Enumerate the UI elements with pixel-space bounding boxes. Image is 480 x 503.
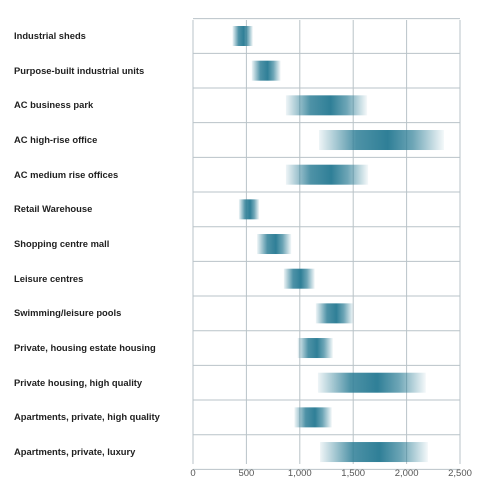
range-bar-7 — [257, 234, 292, 255]
x-tick-label: 2,000 — [395, 468, 419, 479]
x-tick-label: 1,500 — [341, 468, 365, 479]
range-bar-4 — [319, 130, 444, 151]
range-bar-10 — [297, 338, 333, 359]
x-tick-label: 2,500 — [448, 468, 472, 479]
range-bar-12 — [294, 407, 332, 428]
range-bar-1 — [232, 26, 253, 46]
category-label: AC high-rise office — [14, 134, 98, 145]
category-label: Private housing, high quality — [14, 376, 143, 388]
x-tick-label: 1,000 — [288, 468, 312, 479]
x-tick-label: 0 — [190, 468, 195, 479]
x-tick-label: 500 — [238, 468, 254, 479]
category-label: Retail Warehouse — [14, 203, 93, 215]
range-bar-3 — [285, 95, 368, 116]
range-bar-6 — [238, 199, 260, 220]
range-bar-13 — [320, 442, 428, 463]
category-label: Leisure centres — [14, 272, 84, 284]
category-label: AC business park — [14, 99, 94, 111]
category-label: Apartments, private, luxury — [14, 446, 136, 458]
category-label: Swimming/leisure pools — [14, 307, 122, 319]
range-bar-5 — [285, 164, 369, 185]
category-label: Shopping centre mall — [14, 238, 110, 250]
range-bar-8 — [283, 268, 315, 289]
category-label: AC medium rise offices — [14, 168, 119, 180]
range-bar-2 — [251, 60, 281, 81]
category-label: Private, housing estate housing — [14, 342, 156, 354]
category-label: Apartments, private, high quality — [14, 411, 160, 423]
range-bar-11 — [317, 372, 426, 393]
category-label: Purpose-built industrial units — [14, 64, 145, 76]
range-bar-9 — [315, 303, 354, 324]
category-label: Industrial sheds — [14, 30, 86, 41]
